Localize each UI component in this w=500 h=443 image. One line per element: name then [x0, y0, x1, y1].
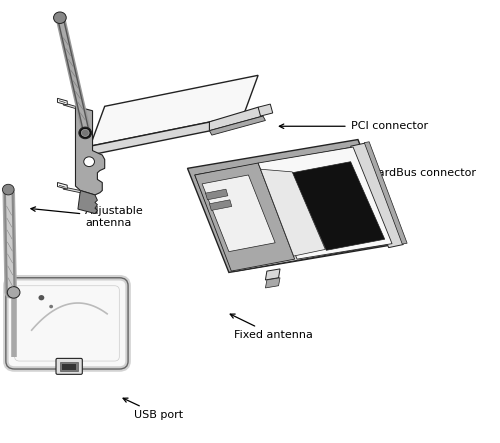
Polygon shape	[76, 106, 104, 195]
FancyBboxPatch shape	[56, 358, 82, 374]
Polygon shape	[90, 75, 258, 146]
Text: Adjustable
antenna: Adjustable antenna	[31, 206, 144, 228]
Polygon shape	[206, 189, 228, 200]
Bar	[60, 362, 78, 371]
Bar	[62, 364, 76, 370]
Polygon shape	[188, 140, 400, 272]
Polygon shape	[260, 169, 326, 256]
Polygon shape	[64, 103, 76, 109]
Polygon shape	[210, 116, 266, 135]
Polygon shape	[14, 357, 117, 368]
Polygon shape	[90, 115, 244, 155]
Polygon shape	[195, 147, 392, 272]
Circle shape	[8, 287, 20, 298]
Circle shape	[84, 157, 94, 167]
Polygon shape	[195, 163, 294, 271]
Polygon shape	[364, 142, 407, 244]
Polygon shape	[78, 190, 98, 214]
Polygon shape	[292, 162, 384, 250]
Polygon shape	[58, 183, 67, 189]
Polygon shape	[210, 107, 263, 131]
Polygon shape	[202, 175, 275, 252]
Polygon shape	[266, 269, 280, 280]
Polygon shape	[210, 200, 232, 210]
Circle shape	[79, 127, 92, 139]
Polygon shape	[258, 104, 272, 116]
Polygon shape	[266, 278, 280, 288]
Text: PCI connector: PCI connector	[280, 121, 428, 131]
Polygon shape	[64, 187, 80, 193]
Circle shape	[49, 305, 53, 308]
Circle shape	[38, 295, 44, 300]
Polygon shape	[58, 98, 67, 105]
Polygon shape	[258, 147, 392, 259]
Text: Fixed antenna: Fixed antenna	[230, 314, 312, 340]
Text: USB port: USB port	[123, 398, 183, 420]
Circle shape	[54, 12, 66, 23]
Polygon shape	[350, 143, 403, 248]
FancyBboxPatch shape	[14, 286, 120, 361]
Text: CardBus connector: CardBus connector	[362, 161, 476, 179]
FancyBboxPatch shape	[6, 278, 128, 369]
Circle shape	[82, 129, 89, 136]
Circle shape	[2, 184, 14, 195]
